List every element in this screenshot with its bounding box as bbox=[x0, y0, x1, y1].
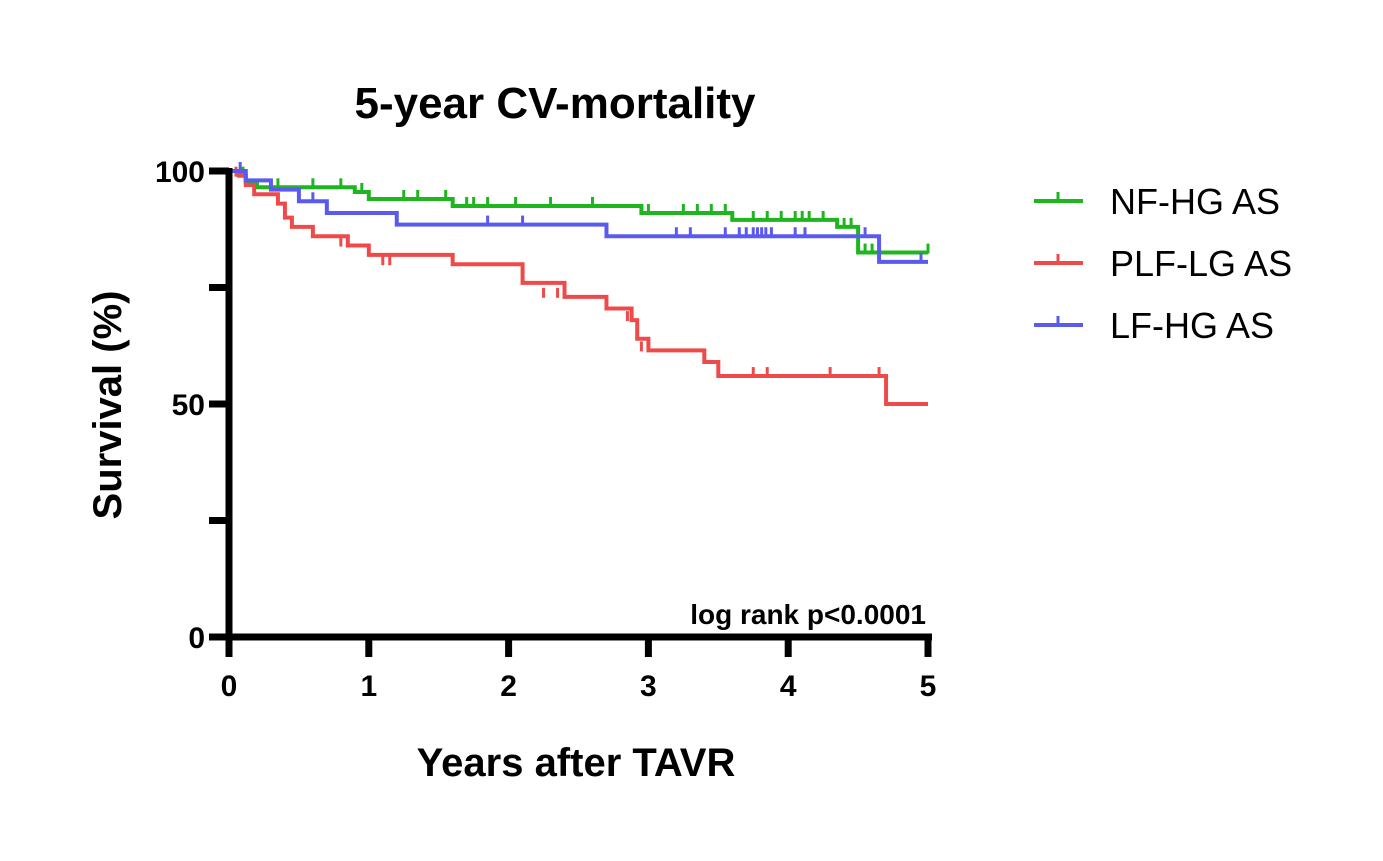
y-tick-label: 100 bbox=[155, 156, 205, 189]
legend-label: LF-HG AS bbox=[1110, 305, 1274, 346]
x-axis-label: Years after TAVR bbox=[417, 741, 736, 785]
axes: 0 50 100 0 1 2 3 4 5 bbox=[155, 156, 936, 703]
y-tick-label: 0 bbox=[188, 622, 205, 655]
legend: NF-HG AS PLF-LG AS LF-HG AS bbox=[1034, 181, 1292, 346]
log-rank-annotation: log rank p<0.0001 bbox=[690, 599, 926, 630]
x-tick-label: 1 bbox=[360, 670, 377, 703]
series-line bbox=[229, 169, 928, 264]
x-tick-label: 5 bbox=[920, 670, 937, 703]
series-line bbox=[229, 169, 928, 406]
y-tick-label: 50 bbox=[172, 389, 205, 422]
x-tick-label: 0 bbox=[221, 670, 238, 703]
legend-label: PLF-LG AS bbox=[1110, 243, 1292, 284]
plot-area bbox=[229, 162, 930, 406]
y-axis-label: Survival (%) bbox=[86, 291, 130, 520]
x-tick-label: 2 bbox=[500, 670, 517, 703]
y-ticks: 0 50 100 bbox=[155, 156, 229, 655]
chart-title: 5-year CV-mortality bbox=[354, 79, 756, 128]
x-tick-label: 4 bbox=[780, 670, 797, 703]
x-ticks: 0 1 2 3 4 5 bbox=[221, 637, 937, 703]
x-tick-label: 3 bbox=[640, 670, 657, 703]
legend-label: NF-HG AS bbox=[1110, 181, 1280, 222]
